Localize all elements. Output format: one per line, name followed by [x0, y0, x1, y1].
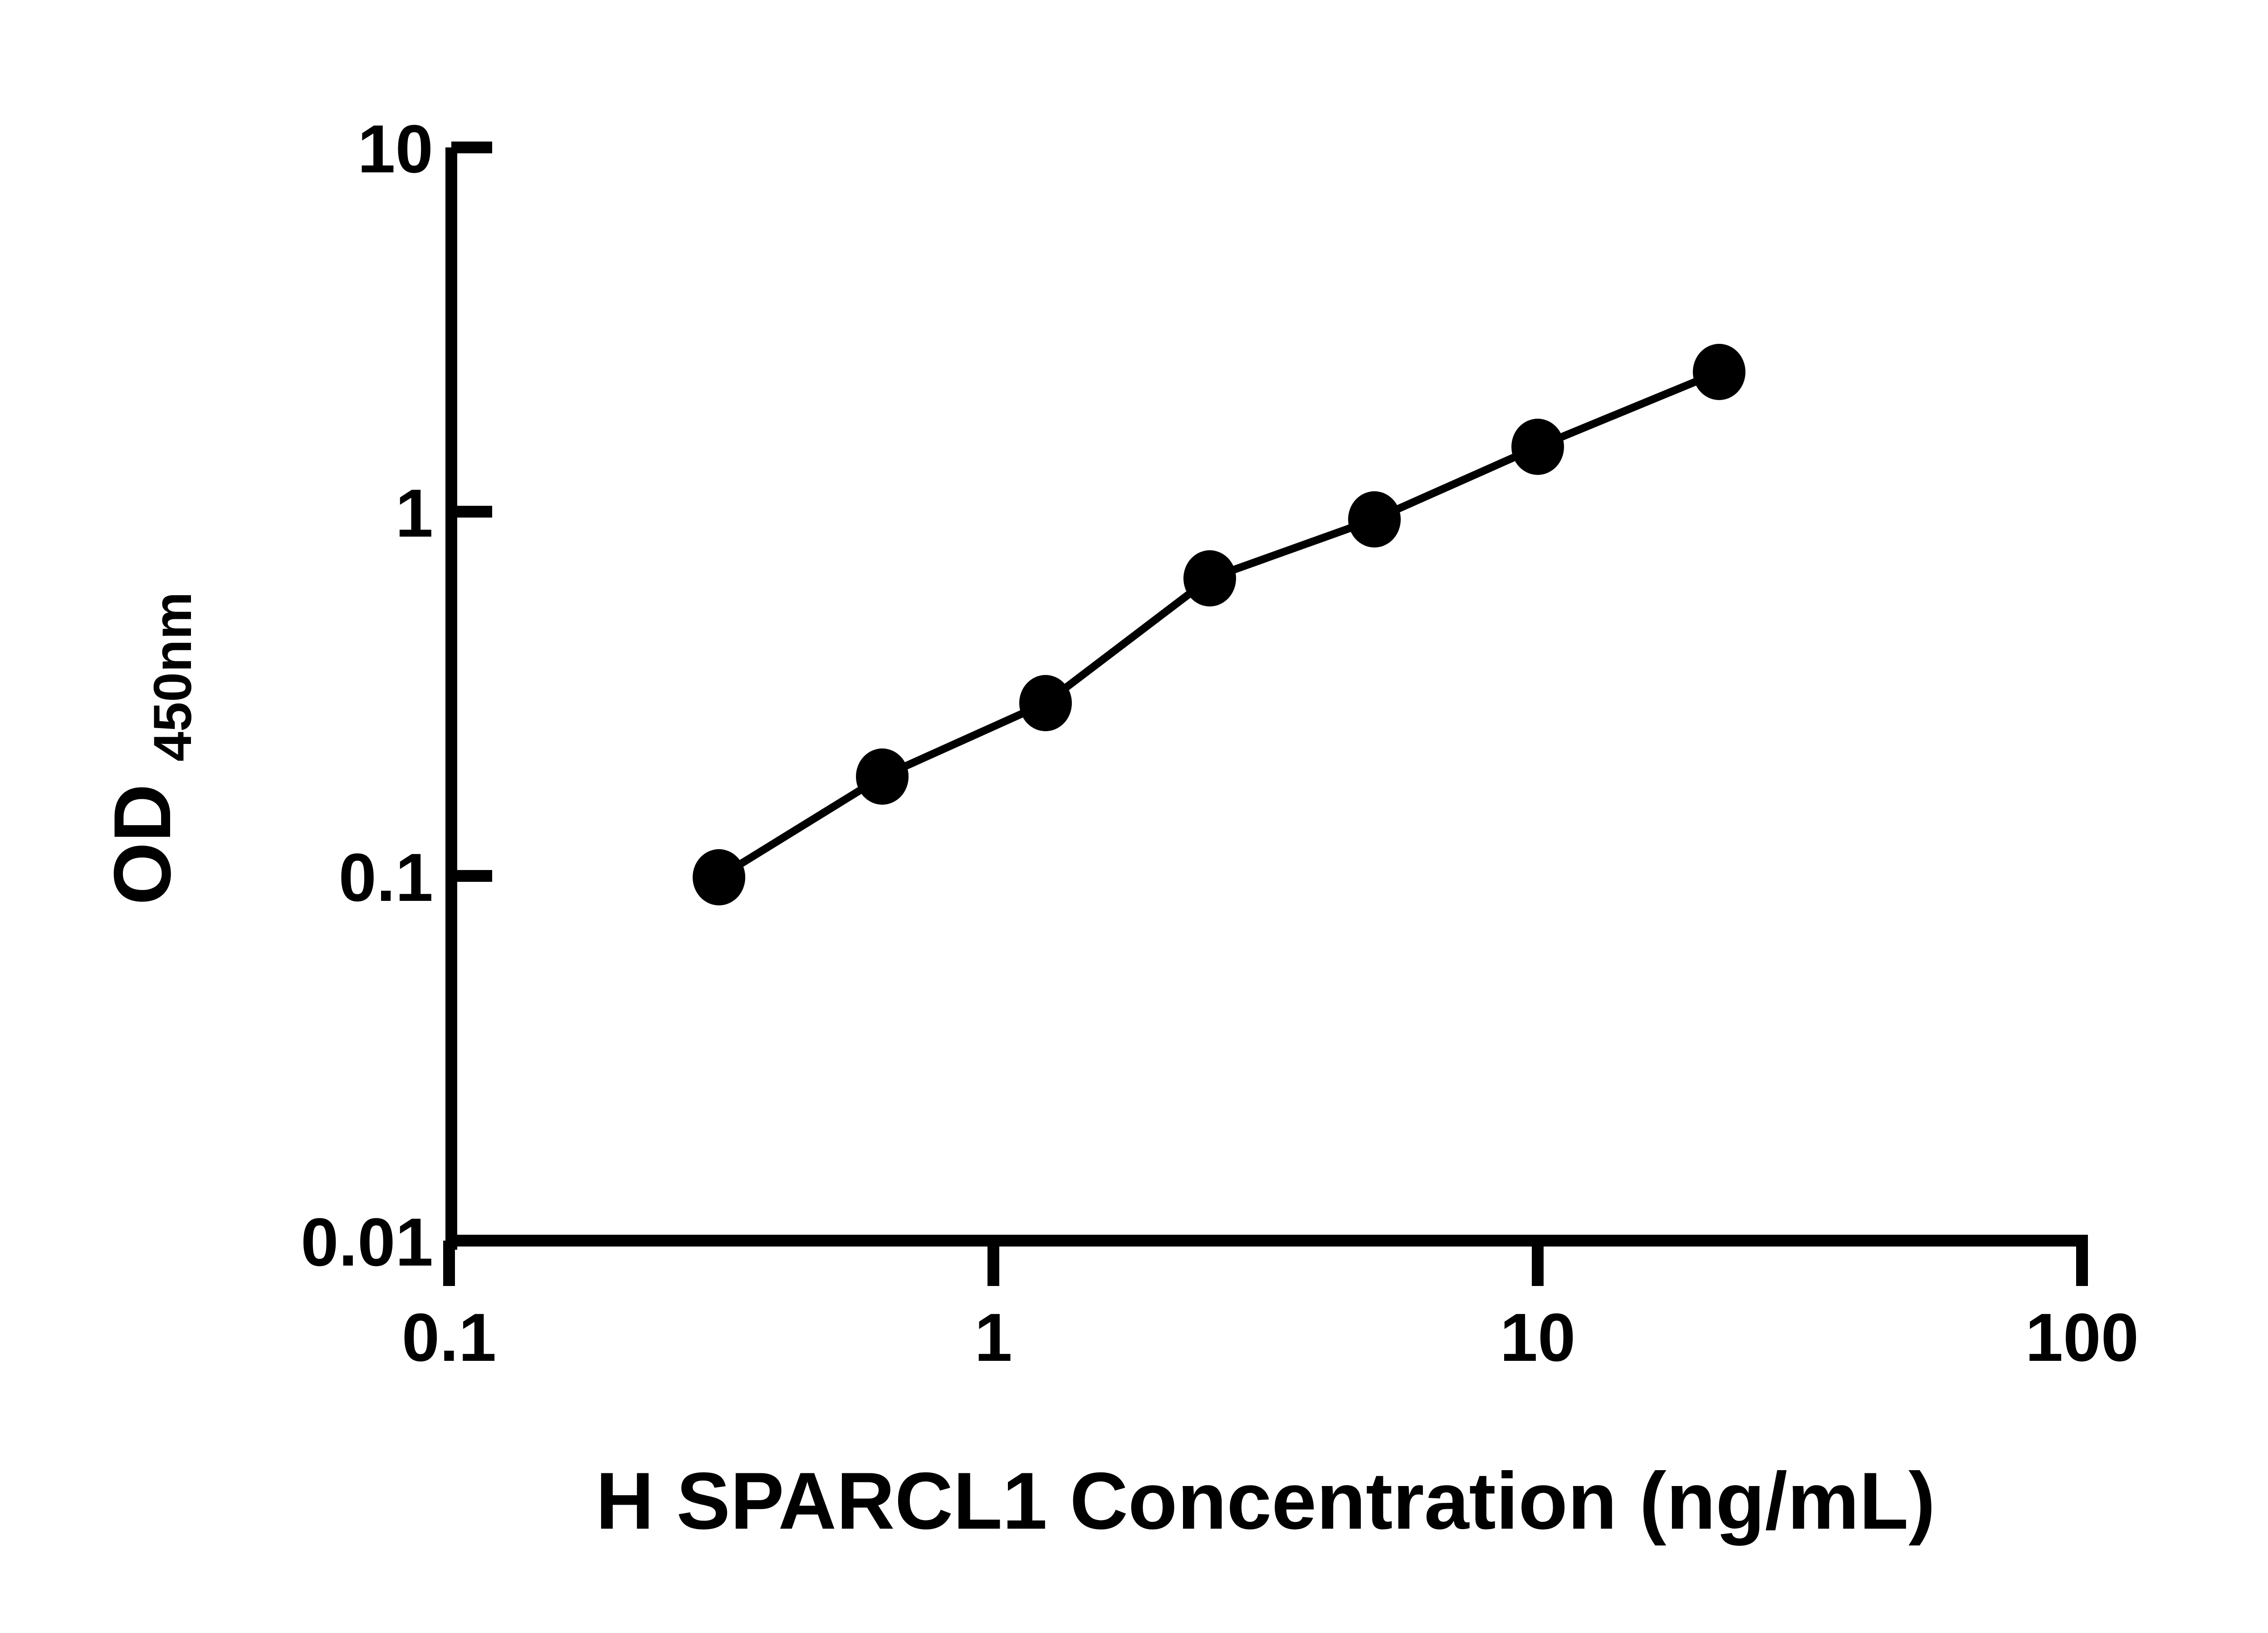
- data-point-marker[interactable]: [1019, 675, 1072, 731]
- x-axis-title: H SPARCL1 Concentration (ng/mL): [596, 1456, 1935, 1546]
- y-axis-title-main: OD: [97, 784, 187, 905]
- data-point-marker[interactable]: [1183, 550, 1236, 606]
- data-point-marker[interactable]: [1348, 491, 1401, 548]
- data-point-marker[interactable]: [856, 748, 909, 805]
- y-axis: 10 1 0.1 0.01: [301, 111, 492, 1280]
- data-point-marker[interactable]: [693, 849, 745, 905]
- y-tick-label-0.1: 0.1: [338, 839, 433, 915]
- data-point-marker[interactable]: [1693, 344, 1745, 400]
- y-axis-title: OD 450nm: [97, 592, 203, 905]
- y-tick-label-1: 1: [396, 475, 433, 551]
- x-tick-label-1: 1: [974, 1299, 1012, 1375]
- x-tick-label-100: 100: [2025, 1299, 2139, 1375]
- y-tick-label-10: 10: [357, 111, 433, 187]
- x-axis: 0.1 1 10 100: [402, 1235, 2139, 1375]
- x-tick-label-0.1: 0.1: [402, 1299, 497, 1375]
- y-axis-title-group: OD 450nm: [97, 592, 203, 905]
- y-axis-title-sub: 450nm: [143, 592, 203, 762]
- x-tick-label-10: 10: [1500, 1299, 1576, 1375]
- data-point-markers: [693, 344, 1745, 905]
- data-point-marker[interactable]: [1511, 419, 1564, 475]
- y-tick-label-0.01: 0.01: [301, 1204, 433, 1280]
